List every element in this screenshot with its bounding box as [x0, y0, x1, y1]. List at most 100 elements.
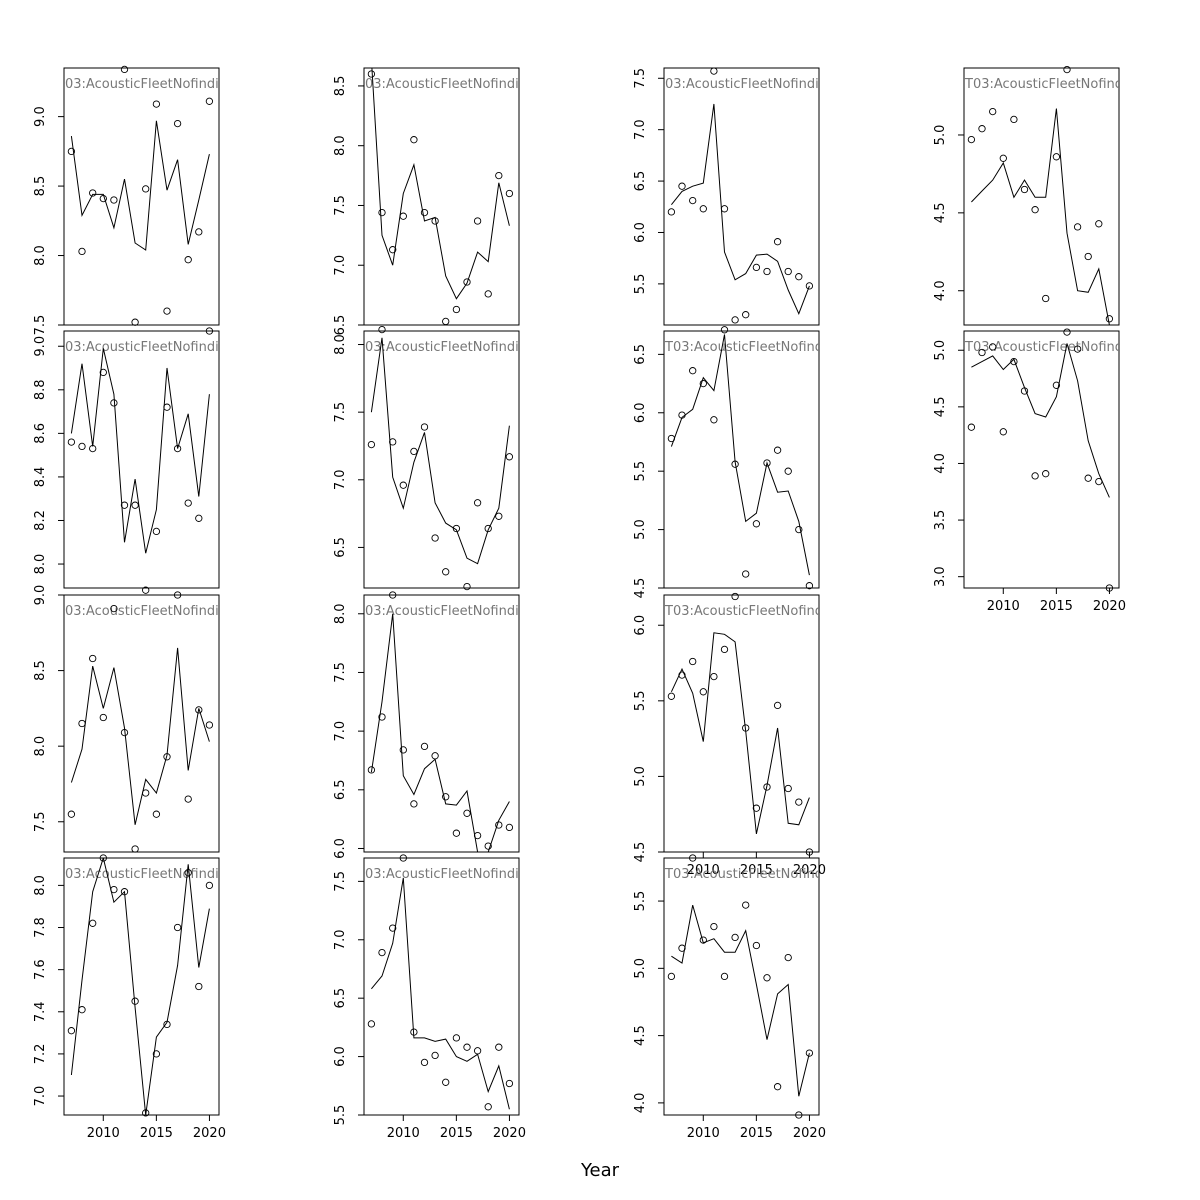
y-tick-label: 8.0	[333, 603, 348, 624]
observed-point	[689, 657, 697, 666]
panel-3-1: 7.5 8.0 8.5 9.0 03:AcousticFleetNofindiv	[33, 585, 227, 853]
y-tick-label: 7.5	[333, 195, 348, 216]
y-tick-label: 5.5	[633, 690, 648, 711]
observed-point	[742, 901, 750, 909]
observed-point	[389, 924, 397, 932]
observed-point	[999, 428, 1007, 436]
observed-point	[795, 273, 803, 281]
fitted-line	[370, 337, 510, 565]
observed-point	[431, 1051, 439, 1060]
y-tick-label: 7.5	[33, 315, 48, 336]
observed-point	[195, 706, 203, 714]
observed-point	[195, 982, 203, 991]
observed-point	[1042, 470, 1050, 478]
y-tick-label: 8.5	[333, 76, 348, 97]
observed-point	[978, 348, 986, 357]
observed-point	[78, 247, 86, 256]
y-tick-label: 7.6	[33, 959, 48, 980]
observed-point	[152, 100, 161, 108]
panel-title: T03:AcousticFleetNofindiv	[664, 867, 835, 882]
panel-3-3: 4.5 5.0 5.5 6.0 2010 2015 2020 T03:AcousticFlee…	[633, 592, 826, 878]
observed-point	[367, 1020, 376, 1028]
observed-point	[142, 185, 150, 193]
observed-point	[805, 282, 814, 290]
y-tick-label: 6.5	[633, 344, 648, 365]
y-tick-label: 7.0	[333, 721, 348, 742]
observed-point	[784, 784, 792, 793]
observed-point	[1052, 153, 1061, 161]
observed-point	[67, 147, 76, 156]
panel-frame	[663, 67, 820, 326]
observed-point	[667, 208, 676, 216]
y-tick-label: 4.5	[633, 578, 648, 599]
panel-1-4: 4.0 4.5 5.0 T03:AcousticFleetNofindiv	[933, 65, 1120, 326]
panel-title: 03:AcousticFleetNofindiv	[65, 77, 227, 92]
x-tick-label: 2015	[440, 1126, 473, 1141]
observed-point	[752, 263, 761, 272]
y-tick-label: 8.0	[33, 736, 48, 757]
y-tick-label: 8.8	[33, 379, 48, 400]
observed-point	[367, 70, 376, 78]
observed-point	[463, 809, 471, 817]
x-tick-label: 2020	[193, 1126, 226, 1141]
observed-point	[67, 1027, 76, 1035]
observed-point	[442, 317, 450, 326]
observed-point	[742, 570, 750, 578]
observed-point	[484, 842, 492, 850]
observed-point	[710, 416, 718, 424]
y-tick-label: 7.8	[33, 917, 48, 938]
observed-point	[78, 442, 86, 451]
y-tick-label: 8.4	[33, 467, 48, 488]
observed-point	[720, 645, 729, 654]
observed-point	[1073, 345, 1082, 353]
observed-point	[699, 688, 707, 696]
observed-point	[195, 228, 203, 236]
observed-point	[67, 810, 76, 818]
observed-point	[784, 467, 792, 475]
observed-point	[89, 654, 97, 663]
panel-frame	[963, 330, 1120, 589]
fitted-line	[670, 632, 810, 835]
y-tick-label: 4.5	[933, 203, 948, 224]
y-tick-label: 5.5	[633, 891, 648, 912]
observed-point	[784, 953, 792, 962]
y-tick-label: 6.5	[333, 779, 348, 800]
observed-point	[195, 514, 203, 522]
observed-point	[805, 582, 814, 590]
observed-point	[773, 1083, 782, 1091]
observed-point	[399, 746, 407, 754]
observed-point	[720, 326, 729, 334]
panel-title: 03:AcousticFleetNofindiv	[65, 604, 227, 619]
observed-point	[110, 196, 118, 204]
y-tick-label: 7.5	[333, 402, 348, 423]
observed-point	[163, 403, 171, 411]
fitted-line	[70, 858, 210, 1115]
observed-point	[989, 107, 997, 116]
observed-point	[742, 311, 750, 319]
y-tick-label: 4.0	[633, 1093, 648, 1114]
observed-point	[78, 1006, 86, 1014]
observed-point	[484, 524, 492, 533]
observed-point	[495, 512, 503, 520]
observed-point	[431, 752, 439, 760]
observed-point	[989, 343, 997, 351]
y-tick-label: 5.0	[633, 766, 648, 787]
panel-frame	[963, 67, 1120, 326]
y-tick-label: 9.0	[33, 336, 48, 357]
observed-point	[763, 459, 771, 467]
observed-point	[667, 972, 676, 981]
observed-point	[1020, 185, 1029, 194]
observed-point	[99, 368, 107, 377]
y-tick-label: 8.5	[33, 176, 48, 197]
observed-point	[110, 604, 118, 613]
observed-point	[78, 719, 86, 728]
observed-point	[152, 810, 161, 818]
y-tick-label: 8.0	[33, 554, 48, 575]
observed-point	[699, 205, 707, 213]
observed-point	[452, 305, 461, 314]
observed-point	[420, 742, 429, 751]
y-tick-label: 6.5	[333, 537, 348, 558]
observed-point	[378, 713, 386, 721]
panel-3-2: 6.0 6.5 7.0 7.5 8.0 03:AcousticFleetNofindiv	[333, 591, 520, 859]
